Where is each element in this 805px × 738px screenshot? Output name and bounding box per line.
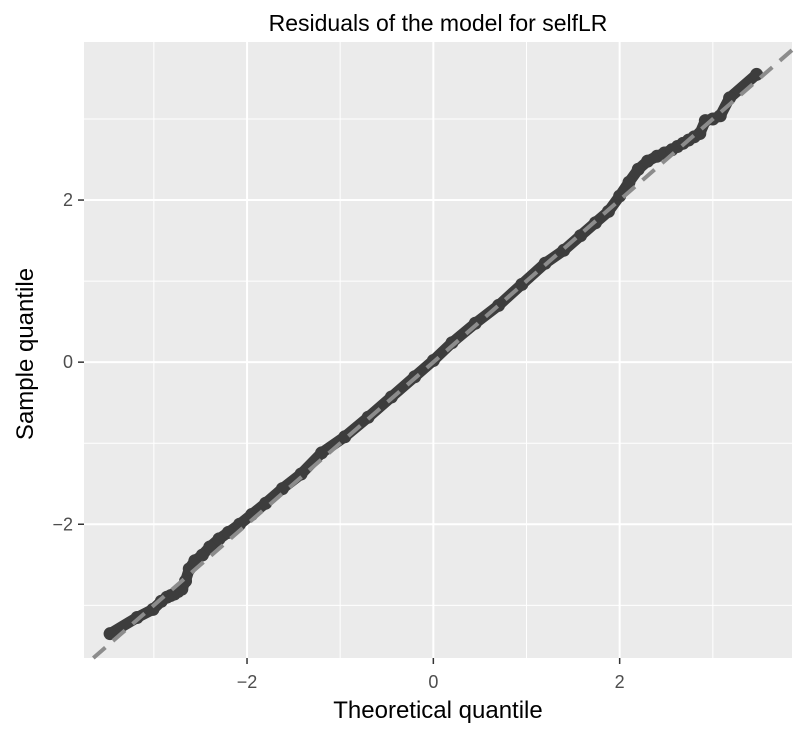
minor-gridlines (84, 42, 792, 658)
x-axis-ticks: −2 0 2 (237, 658, 625, 692)
data-point (212, 532, 226, 546)
data-point (445, 336, 459, 350)
data-point (693, 127, 707, 141)
data-point (275, 482, 289, 496)
data-point (179, 574, 193, 588)
x-axis-title: Theoretical quantile (333, 697, 542, 724)
y-tick-label: 2 (63, 190, 73, 210)
data-point (203, 540, 217, 554)
data-point (750, 67, 764, 81)
data-point (103, 627, 117, 641)
data-point (338, 430, 352, 444)
data-point (294, 467, 308, 481)
major-gridlines (84, 42, 792, 658)
data-point (233, 517, 247, 531)
data-point (259, 496, 273, 510)
x-tick-label: −2 (237, 672, 258, 692)
chart-title: Residuals of the model for selfLR (269, 10, 608, 36)
x-tick-label: 0 (428, 672, 438, 692)
data-point (613, 189, 627, 203)
y-axis-title: Sample quantile (12, 268, 39, 440)
y-axis-ticks: −2 0 2 (52, 190, 84, 534)
data-point (622, 175, 636, 189)
data-point (713, 109, 727, 123)
data-point (146, 602, 160, 616)
y-tick-label: 0 (63, 352, 73, 372)
x-tick-label: 2 (615, 672, 625, 692)
y-tick-label: −2 (52, 514, 73, 534)
data-point (315, 446, 329, 460)
data-point (631, 162, 645, 176)
data-point (574, 229, 588, 243)
